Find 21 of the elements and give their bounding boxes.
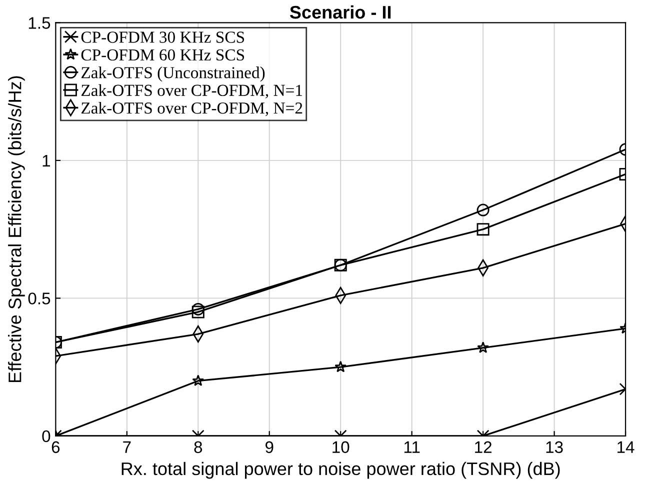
y-tick-label: 1.5 bbox=[28, 17, 50, 29]
y-tick-label: 0.5 bbox=[28, 292, 50, 304]
legend-label: CP-OFDM 60 KHz SCS bbox=[81, 49, 244, 61]
y-tick-label: 1 bbox=[42, 155, 50, 166]
x-axis-title: Rx. total signal power to noise power ratio (TSNR) (dB) bbox=[122, 462, 560, 479]
y-axis-title: Effective Spectral Efficiency (bits/s/Hz) bbox=[8, 76, 25, 382]
legend-label: Zak-OTFS over CP-OFDM, N=2 bbox=[81, 102, 302, 116]
x-tick-label: 7 bbox=[123, 441, 131, 453]
x-tick-label: 14 bbox=[618, 441, 634, 453]
x-tick-label: 6 bbox=[52, 441, 60, 454]
legend-label: Zak-OTFS over CP-OFDM, N=1 bbox=[81, 84, 302, 98]
chart-title: Scenario - II bbox=[290, 5, 391, 19]
x-tick-label: 9 bbox=[266, 441, 274, 454]
x-tick-label: 11 bbox=[404, 441, 420, 453]
x-tick-label: 10 bbox=[332, 441, 350, 454]
legend-label: Zak-OTFS (Unconstrained) bbox=[81, 66, 265, 82]
legend-label: CP-OFDM 30 KHz SCS bbox=[81, 32, 244, 43]
y-tick-label: 0 bbox=[42, 430, 50, 442]
x-tick-label: 12 bbox=[475, 441, 492, 453]
x-tick-label: 8 bbox=[194, 441, 202, 454]
x-tick-label: 13 bbox=[546, 441, 563, 454]
